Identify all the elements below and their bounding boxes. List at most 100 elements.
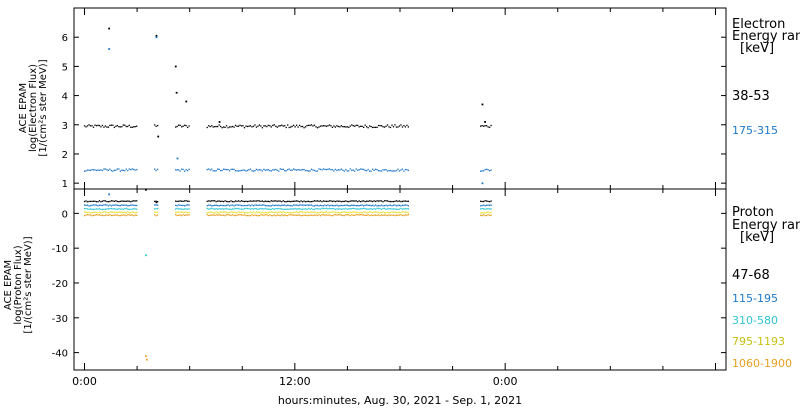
proton-point xyxy=(382,205,384,207)
proton-point xyxy=(255,204,258,206)
electron-point xyxy=(300,125,302,128)
electron-point xyxy=(227,168,229,171)
proton-point xyxy=(211,207,213,210)
proton-point xyxy=(331,211,334,213)
proton-point xyxy=(83,207,86,210)
proton-point xyxy=(245,212,247,214)
proton-point xyxy=(252,208,255,210)
proton-point xyxy=(358,212,360,214)
proton-point xyxy=(183,205,186,207)
electron-point xyxy=(322,168,325,170)
proton-point xyxy=(318,205,320,207)
proton-point xyxy=(267,214,269,217)
proton-point xyxy=(355,200,357,202)
proton-point xyxy=(106,208,108,210)
proton-point xyxy=(306,208,308,210)
proton-point xyxy=(330,214,332,217)
proton-point xyxy=(136,200,138,202)
proton-point xyxy=(267,200,269,202)
electron-point xyxy=(233,168,235,171)
proton-point xyxy=(360,211,362,214)
electron-point xyxy=(376,169,378,171)
proton-spike-point xyxy=(155,201,158,204)
electron-point xyxy=(100,169,102,171)
electron-point xyxy=(222,168,225,170)
proton-point xyxy=(364,200,366,203)
electron-point xyxy=(307,124,310,126)
electron-point xyxy=(354,170,356,172)
electron-point xyxy=(406,124,408,127)
electron-point xyxy=(182,168,184,171)
electron-point xyxy=(225,125,228,127)
electron-point xyxy=(407,126,410,128)
proton-point xyxy=(214,200,216,202)
proton-point xyxy=(249,211,252,213)
proton-point xyxy=(128,211,130,214)
electron-point xyxy=(263,125,265,127)
electron-point xyxy=(279,168,281,170)
proton-point xyxy=(186,200,189,202)
electron-spike-point xyxy=(155,34,158,37)
proton-point xyxy=(110,211,113,213)
proton-point xyxy=(255,211,258,213)
proton-point xyxy=(269,211,271,213)
proton-point xyxy=(91,212,93,214)
proton-point xyxy=(313,211,316,213)
proton-point xyxy=(113,214,116,216)
proton-point xyxy=(303,204,305,206)
proton-point xyxy=(293,200,295,202)
proton-point xyxy=(281,211,283,214)
electron-point xyxy=(297,126,299,128)
proton-point xyxy=(382,214,384,216)
proton-point xyxy=(391,214,393,216)
proton-point xyxy=(321,205,323,207)
proton-point xyxy=(124,207,126,210)
proton-point xyxy=(403,204,405,207)
proton-point xyxy=(342,211,344,213)
proton-point xyxy=(398,204,401,206)
proton-point xyxy=(364,214,366,216)
proton-point xyxy=(215,204,217,206)
proton-point xyxy=(248,214,250,217)
proton-point xyxy=(351,200,353,202)
electron-point xyxy=(240,169,243,172)
proton-point xyxy=(397,204,399,207)
electron-point xyxy=(245,125,247,127)
proton-point xyxy=(480,208,482,210)
proton-point xyxy=(175,208,177,210)
proton-point xyxy=(285,214,287,217)
electron-point xyxy=(237,170,240,172)
proton-point xyxy=(175,211,177,214)
proton-point xyxy=(481,204,483,207)
proton-point xyxy=(348,200,350,203)
electron-point xyxy=(370,170,372,172)
electron-point xyxy=(310,124,313,126)
electron-spike-point xyxy=(157,135,160,138)
proton-series-47-68 xyxy=(83,188,492,204)
proton-point xyxy=(373,207,375,210)
proton-point xyxy=(257,208,259,211)
proton-point xyxy=(371,208,374,211)
proton-point xyxy=(206,207,208,210)
proton-point xyxy=(276,208,278,210)
proton-point xyxy=(131,214,133,216)
electron-point xyxy=(318,126,320,128)
proton-point xyxy=(217,208,219,210)
proton-point xyxy=(97,214,99,216)
proton-point xyxy=(92,200,95,202)
proton-point xyxy=(242,208,244,210)
proton-point xyxy=(94,208,96,210)
proton-point xyxy=(240,208,243,210)
electron-point xyxy=(98,124,101,127)
proton-point xyxy=(91,204,93,207)
electron-legend-subtitle: Energy ranges xyxy=(732,29,800,44)
proton-point xyxy=(122,211,124,213)
proton-point xyxy=(327,212,329,214)
proton-point xyxy=(258,204,261,206)
electron-point xyxy=(258,124,261,126)
electron-point xyxy=(287,124,289,126)
proton-point xyxy=(276,212,278,214)
proton-point xyxy=(388,204,390,206)
proton-point xyxy=(83,211,86,213)
electron-spike-point xyxy=(108,48,111,50)
